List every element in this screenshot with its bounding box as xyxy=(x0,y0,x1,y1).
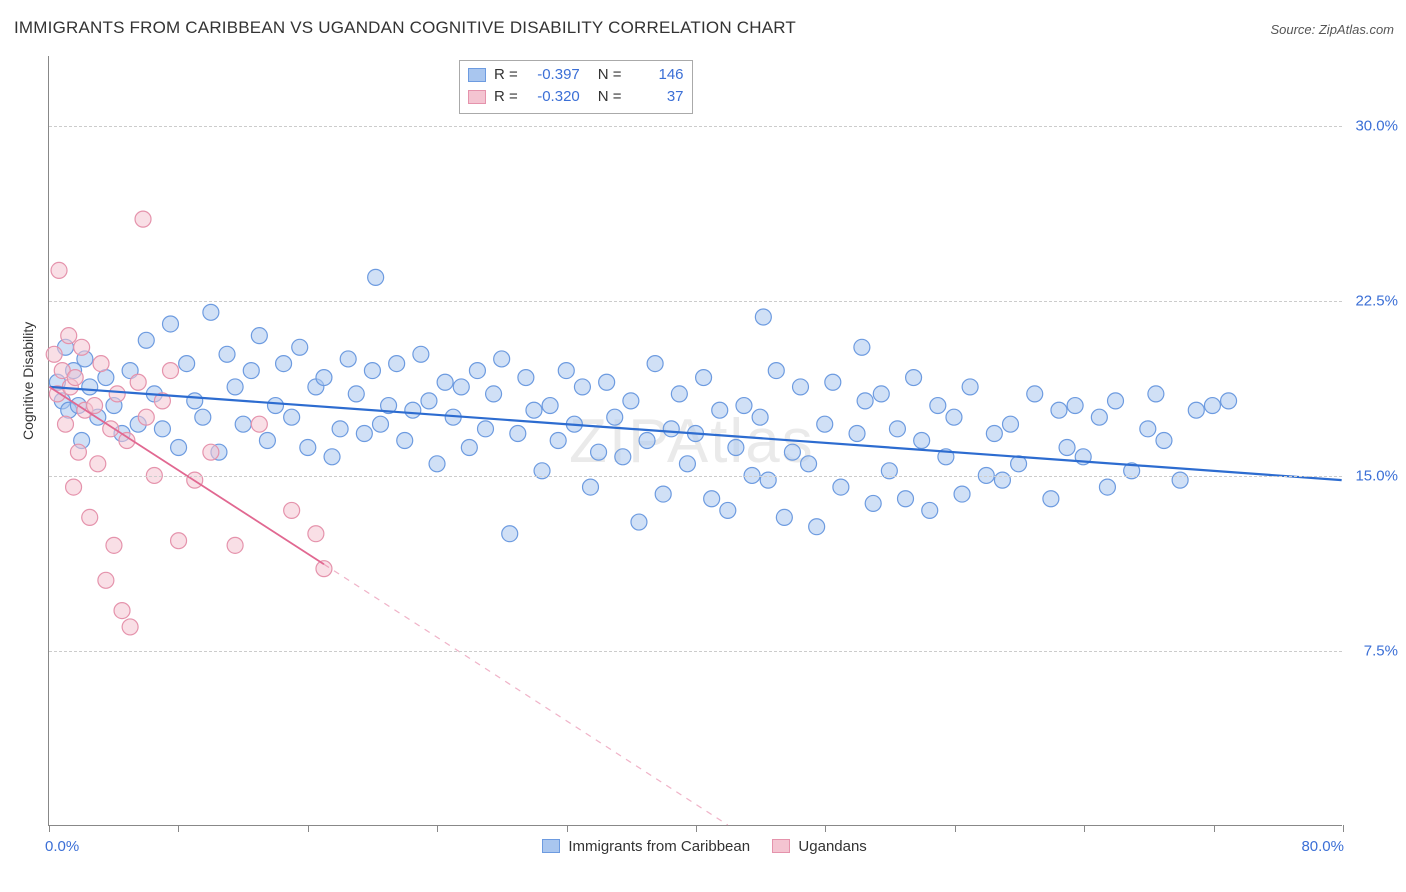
stats-row: R = -0.397 N = 146 xyxy=(468,64,684,86)
swatch-icon xyxy=(468,68,486,82)
r-label: R = xyxy=(494,64,518,86)
stats-box: R = -0.397 N = 146 R = -0.320 N = 37 xyxy=(459,60,693,114)
n-value: 37 xyxy=(630,86,684,108)
legend-label: Ugandans xyxy=(798,838,866,855)
stats-row: R = -0.320 N = 37 xyxy=(468,86,684,108)
legend-label: Immigrants from Caribbean xyxy=(568,838,750,855)
plot-area: ZIPAtlas R = -0.397 N = 146 R = -0.320 N… xyxy=(48,56,1342,826)
y-tick-label: 15.0% xyxy=(1355,468,1398,485)
y-tick-label: 30.0% xyxy=(1355,118,1398,135)
r-label: R = xyxy=(494,86,518,108)
swatch-icon xyxy=(542,839,560,853)
swatch-icon xyxy=(772,839,790,853)
chart-title: IMMIGRANTS FROM CARIBBEAN VS UGANDAN COG… xyxy=(14,18,796,38)
source-label: Source: ZipAtlas.com xyxy=(1270,22,1394,37)
swatch-icon xyxy=(468,90,486,104)
n-value: 146 xyxy=(630,64,684,86)
r-value: -0.397 xyxy=(526,64,580,86)
n-label: N = xyxy=(598,86,622,108)
chart-container: IMMIGRANTS FROM CARIBBEAN VS UGANDAN COG… xyxy=(0,0,1406,892)
bottom-legend: Immigrants from Caribbean Ugandans xyxy=(49,838,1342,855)
y-tick-label: 7.5% xyxy=(1364,643,1398,660)
y-tick-label: 22.5% xyxy=(1355,293,1398,310)
y-axis-title: Cognitive Disability xyxy=(20,322,36,440)
chart-svg xyxy=(49,56,1342,825)
n-label: N = xyxy=(598,64,622,86)
r-value: -0.320 xyxy=(526,86,580,108)
